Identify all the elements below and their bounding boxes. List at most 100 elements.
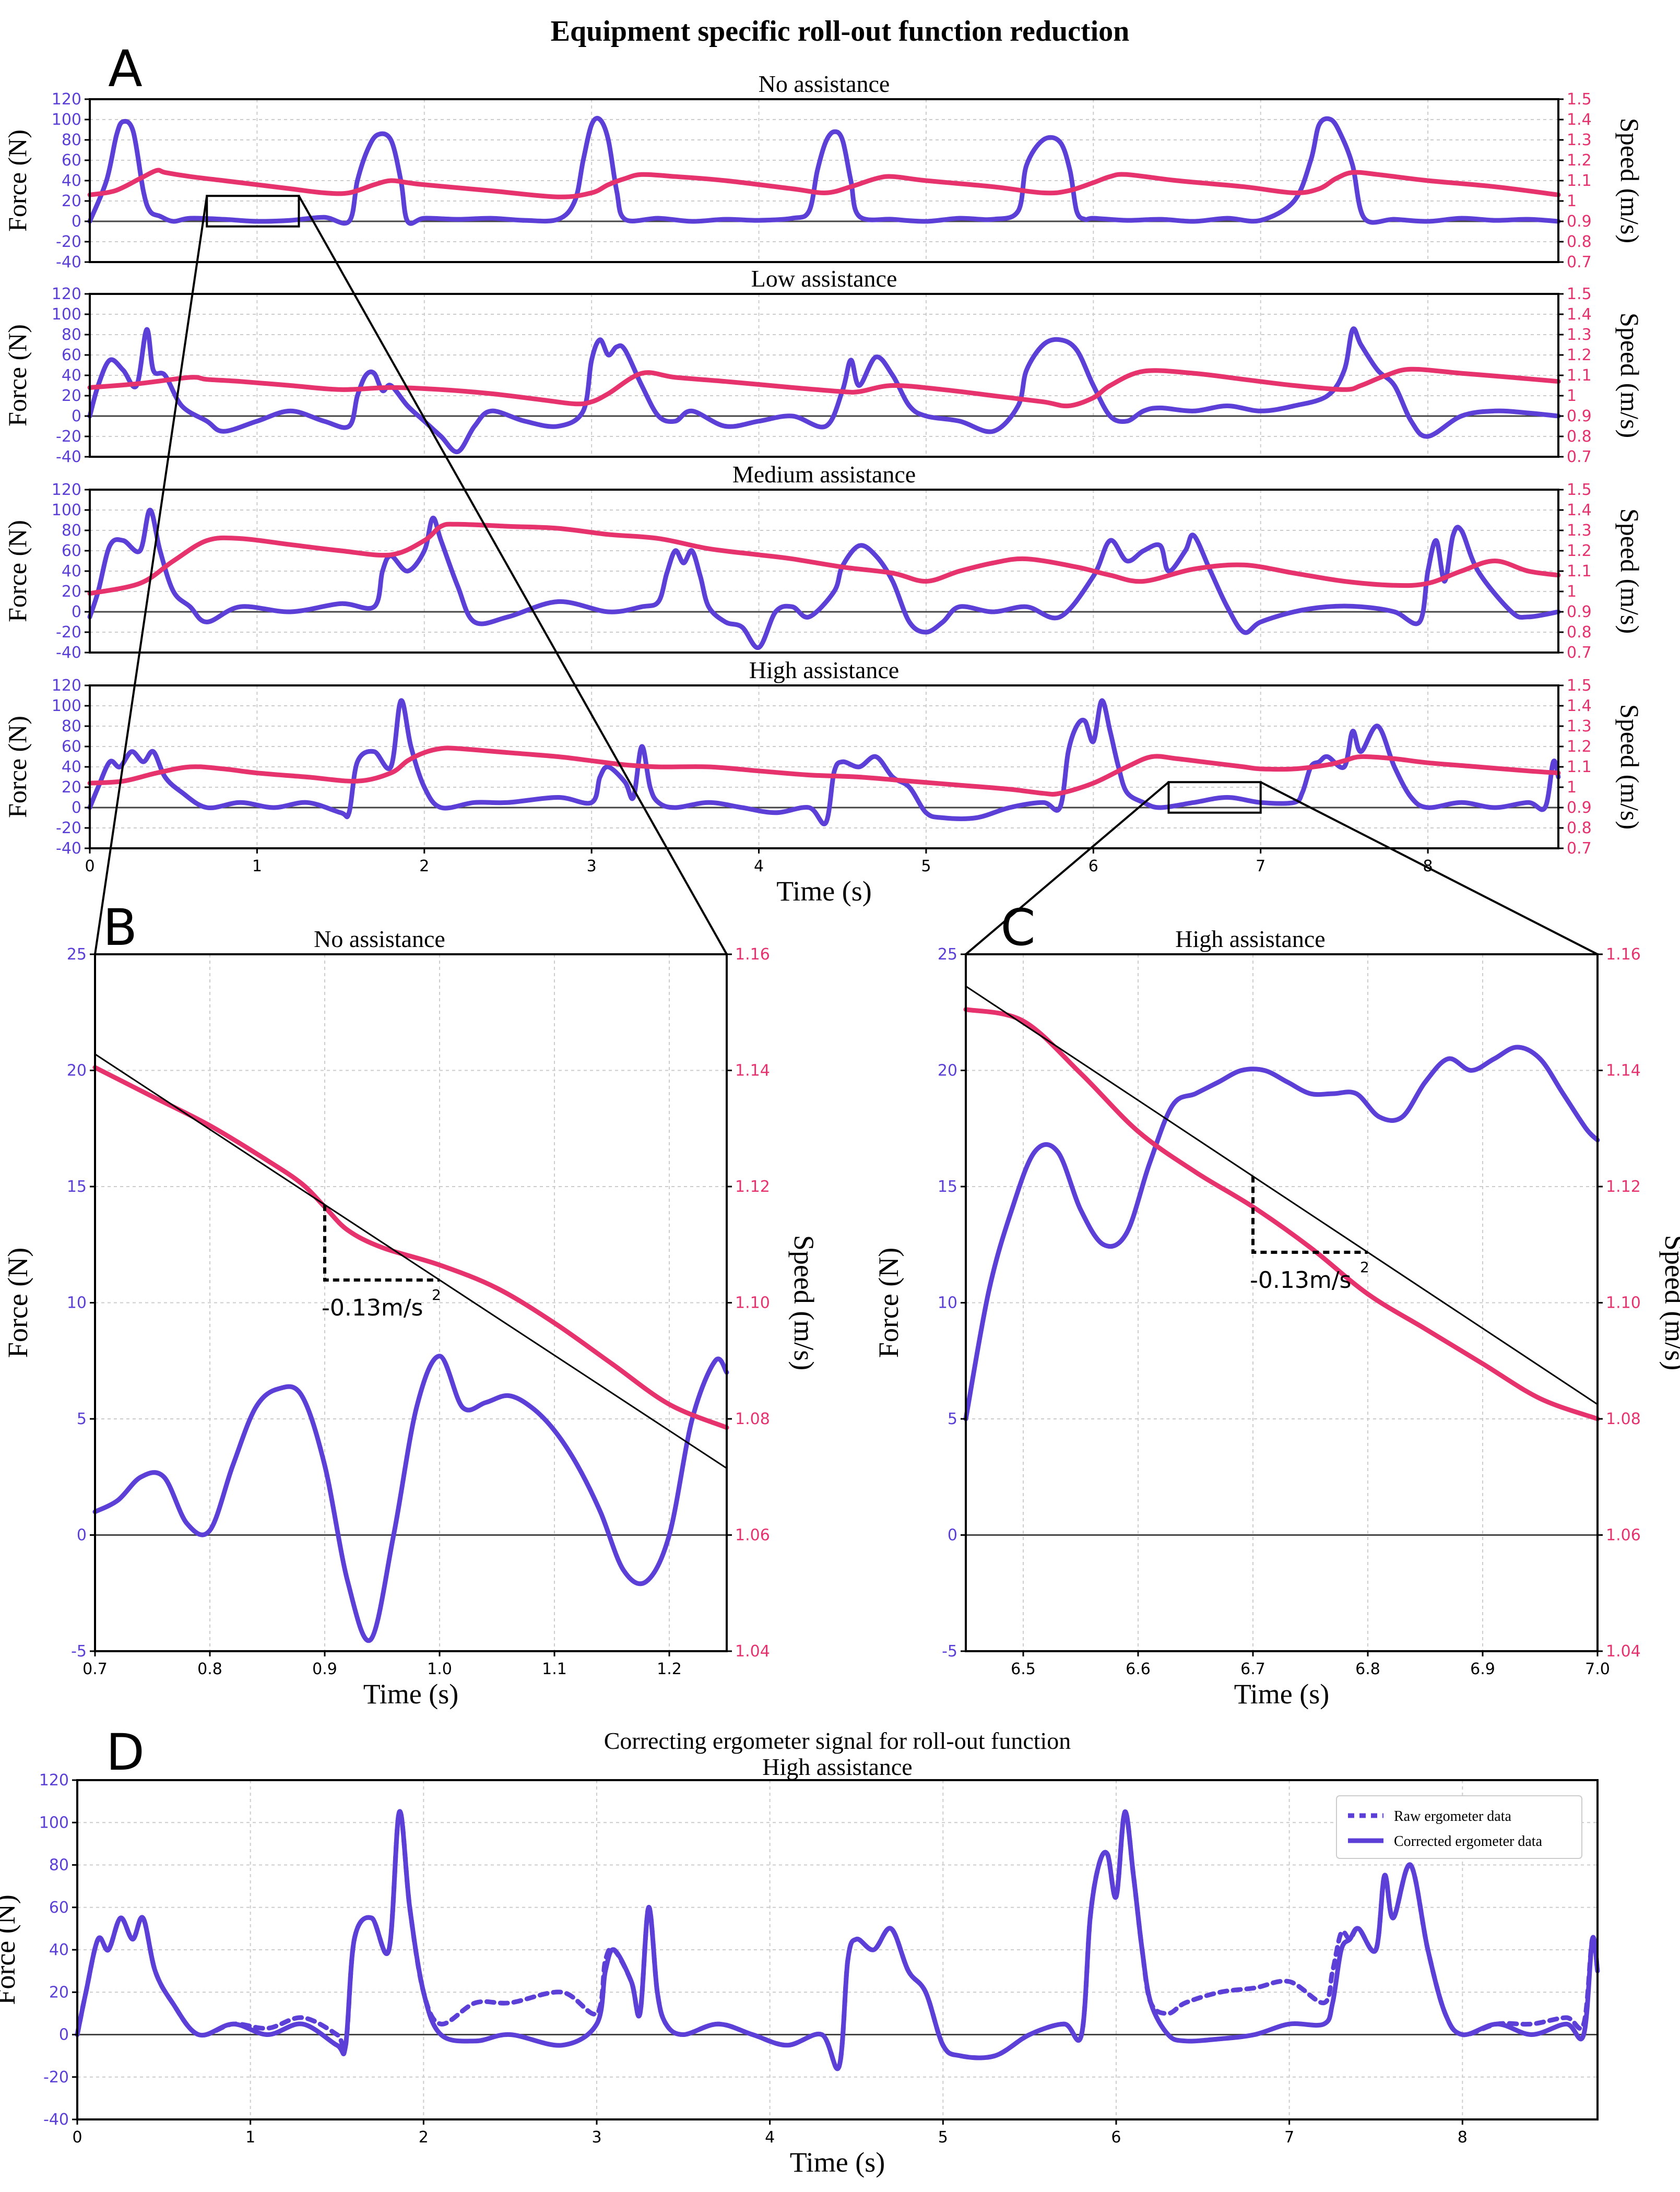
series-speed-line [87,168,1561,199]
x-tick-label: 5 [938,2128,948,2147]
y-tick-label: 5 [77,1410,87,1428]
y-tick-label: 20 [62,778,81,797]
y-tick-label: -20 [56,623,81,642]
x-axis-label: Time (s) [790,2147,885,2178]
y-tick-label: 15 [67,1178,87,1196]
slope-marker [323,1204,440,1282]
y-tick-label: 20 [62,387,81,405]
series-linear-fit-line [94,1053,728,1470]
x-axis-label: Time (s) [1234,1678,1330,1710]
y-tick-label: 100 [52,697,81,715]
series-speed-line [92,1065,729,1430]
zoom-indicator-C [965,781,1598,955]
series-speed-line [87,522,1561,596]
y2-tick-label: 0.9 [1567,212,1592,231]
y-axis-label: Force (N) [0,1894,21,2005]
y2-tick-label: 1.1 [1567,758,1592,776]
y2-axis-label: Speed (m/s) [1615,508,1644,634]
y2-tick-label: 0.7 [1567,644,1592,662]
y-tick-label: 5 [948,1410,957,1428]
y-tick-label: 0 [948,1526,957,1545]
series-speed-line [87,366,1561,409]
y-tick-label: 100 [52,501,81,519]
y-tick-label: 100 [52,305,81,324]
y-tick-label: 20 [62,192,81,210]
y-tick-label: 40 [49,1941,69,1959]
y-axis-label: Force (N) [3,324,32,426]
y-tick-label: -20 [56,233,81,251]
x-tick-label: 1.0 [427,1660,452,1678]
x-tick-label: 2 [419,857,429,875]
chart-title: Correcting ergometer signal for roll-out… [604,1727,1071,1754]
y2-tick-label: 1.04 [1606,1642,1641,1661]
y2-tick-label: 0.7 [1567,839,1592,858]
y-tick-label: 0 [59,2026,69,2044]
legend: Raw ergometer data Corrected ergometer da… [1336,1795,1582,1859]
panel-letter-a: A [108,40,143,98]
x-tick-label: 6.9 [1470,1660,1495,1678]
chart-A3: -40 -20 0 20 40 60 80 100 120 0.7 0.8 0.9 1 1.1 1.2 1.3… [3,461,1644,662]
y2-tick-label: 1.4 [1567,697,1592,715]
y2-tick-label: 1.10 [735,1294,770,1312]
y-tick-label: -40 [56,644,81,662]
y-axis-label: Force (N) [2,1248,33,1358]
chart-title: High assistance [749,657,899,683]
chart-title: No assistance [314,926,445,952]
y2-tick-label: 1.12 [735,1178,770,1196]
x-tick-label: 0 [72,2128,82,2147]
y-tick-label: -40 [56,839,81,858]
x-tick-label: 6 [1089,857,1098,875]
zoom-connector [1260,781,1598,955]
y-tick-label: 60 [62,346,81,364]
legend-label-corrected: Corrected ergometer data [1394,1833,1543,1850]
y2-tick-label: 1 [1567,192,1577,210]
y2-tick-label: 1 [1567,583,1577,601]
y2-tick-label: 1.3 [1567,717,1592,736]
y2-tick-label: 1.08 [1606,1410,1641,1428]
y-axis-label: Force (N) [3,716,32,818]
y-tick-label: 60 [62,738,81,756]
y2-tick-label: 1.2 [1567,346,1592,364]
slope-annotation: -0.13m/s [322,1295,423,1321]
y-tick-label: 0 [72,799,81,817]
y2-tick-label: 0.7 [1567,448,1592,466]
chart-title: High assistance [1175,926,1325,952]
series-speed-line [87,745,1561,797]
y2-tick-label: 1.16 [735,945,770,964]
slope-annotation-exponent: 2 [1360,1259,1369,1276]
x-tick-label: 0.7 [82,1660,108,1678]
chart-C: -5 0 5 10 15 20 25 1.04 1.06 1.08 1.10 1.12 1.14 1.16… [873,926,1680,1710]
y-tick-label: -5 [942,1642,957,1661]
y-tick-label: 10 [938,1294,957,1312]
series-force-line [87,326,1561,454]
series-linear-fit-line [965,985,1599,1405]
x-tick-label: 4 [765,2128,775,2147]
x-tick-label: 3 [591,2128,601,2147]
legend-box [1336,1795,1582,1859]
y-tick-label: -20 [43,2068,69,2087]
zoom-connector [298,195,728,955]
x-tick-label: 2 [419,2128,429,2147]
y-tick-label: -40 [56,253,81,271]
y-tick-label: 120 [52,481,81,499]
panel-letter-b: B [103,898,137,957]
x-tick-label: 7.0 [1585,1660,1610,1678]
y2-tick-label: 1.1 [1567,366,1592,385]
y2-tick-label: 1.2 [1567,542,1592,560]
series-force-line [963,1045,1600,1421]
y-tick-label: -40 [56,448,81,466]
x-tick-label: 8 [1458,2128,1468,2147]
slope-annotation-exponent: 2 [432,1286,441,1304]
y2-tick-label: 1.06 [735,1526,770,1545]
y-tick-label: 0 [72,603,81,621]
y2-tick-label: 1.3 [1567,131,1592,149]
y-tick-label: -20 [56,819,81,837]
y-tick-label: 20 [938,1062,957,1080]
y2-tick-label: 1 [1567,778,1577,797]
zoom-box [206,195,300,228]
y-tick-label: 20 [49,1983,69,2001]
y2-axis-label: Speed (m/s) [1659,1235,1680,1370]
x-tick-label: 6.7 [1240,1660,1265,1678]
zoom-connector [965,781,1169,955]
y2-tick-label: 0.7 [1567,253,1592,271]
